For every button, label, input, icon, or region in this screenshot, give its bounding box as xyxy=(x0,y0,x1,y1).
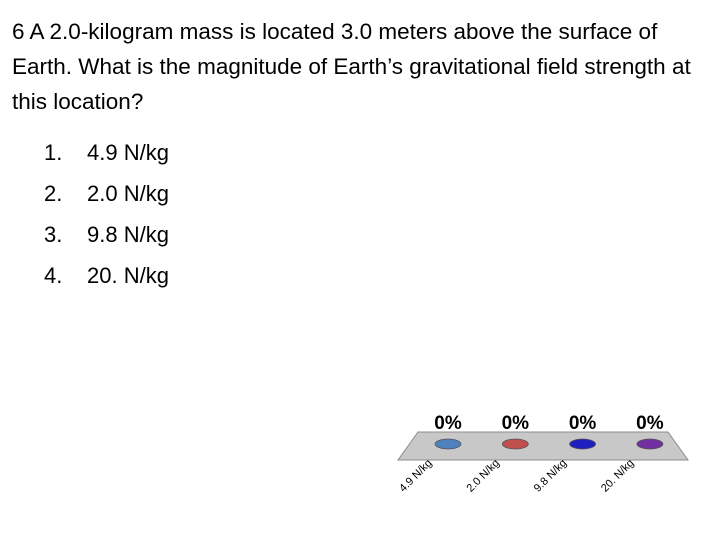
bar xyxy=(501,438,529,450)
choice: 1. 4.9 N/kg xyxy=(44,132,169,173)
chart-floor xyxy=(397,431,689,461)
question: 6 A 2.0-kilogram mass is located 3.0 met… xyxy=(12,19,691,114)
choice-text: 2.0 N/kg xyxy=(87,181,169,206)
category-label: 20. N/kg xyxy=(599,457,636,494)
category-label: 2.0 N/kg xyxy=(464,457,501,494)
value-label: 0% xyxy=(502,413,530,434)
choice-number: 3. xyxy=(44,222,63,247)
choice-text: 20. N/kg xyxy=(87,263,169,288)
bar xyxy=(636,438,664,450)
value-label: 0% xyxy=(569,413,597,434)
category-label: 9.8 N/kg xyxy=(532,457,569,494)
category-label: 4.9 N/kg xyxy=(397,457,434,494)
bar xyxy=(434,438,462,450)
choice-number: 1. xyxy=(44,140,63,165)
value-label: 0% xyxy=(434,413,462,434)
choice: 4. 20. N/kg xyxy=(44,255,169,296)
choice: 2. 2.0 N/kg xyxy=(44,173,169,214)
choice-text: 9.8 N/kg xyxy=(87,222,169,247)
bar xyxy=(569,438,596,450)
value-label: 0% xyxy=(636,413,664,434)
choice-number: 4. xyxy=(44,263,63,288)
choice-number: 2. xyxy=(44,181,63,206)
choice: 3. 9.8 N/kg xyxy=(44,214,169,255)
choice-list: 1. 4.9 N/kg 2. 2.0 N/kg 3. 9.8 N/kg 4. 20. N/kg xyxy=(44,132,169,296)
choice-text: 4.9 N/kg xyxy=(87,140,169,165)
